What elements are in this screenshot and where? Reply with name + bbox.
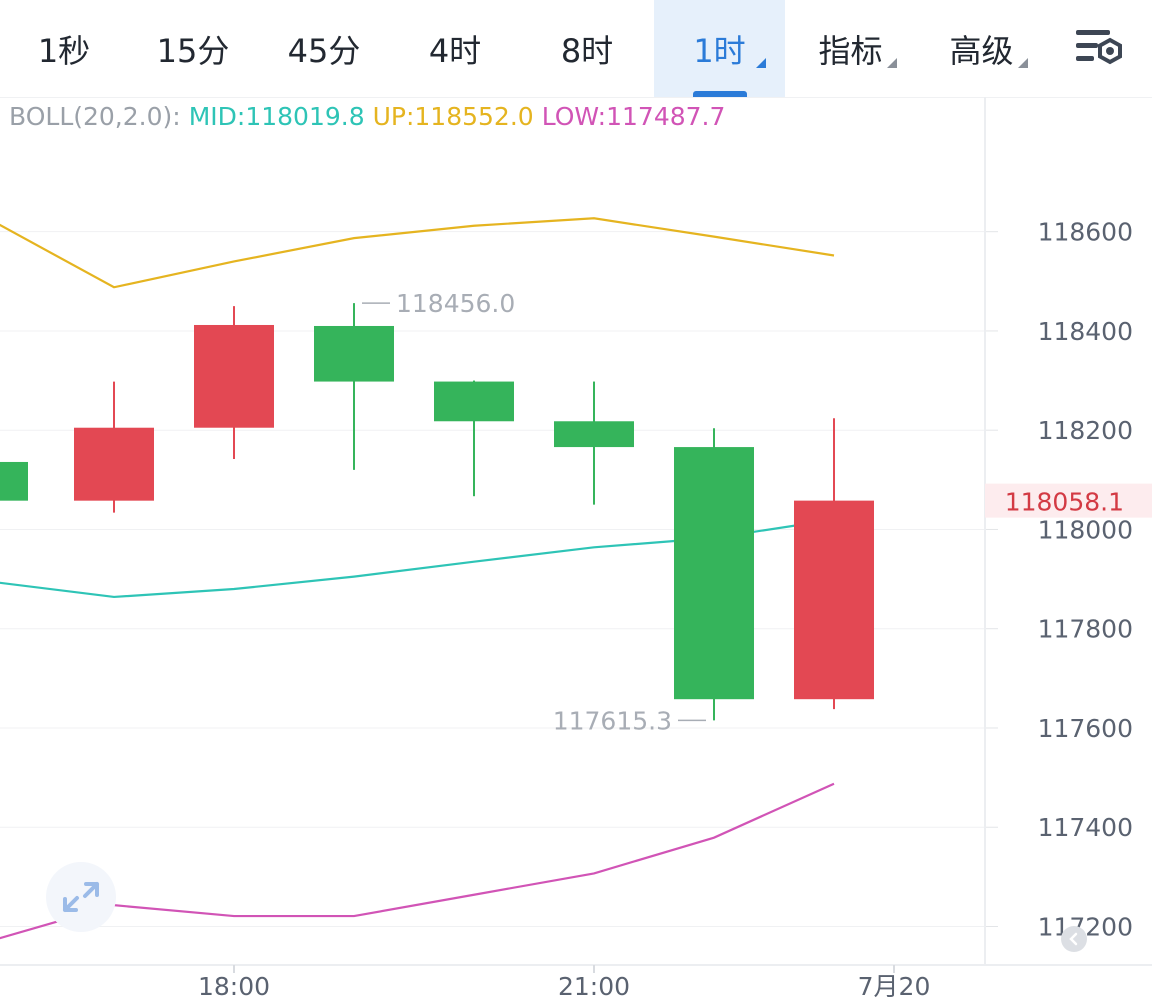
y-tick-label: 117800: [1038, 615, 1133, 644]
last-price-tag: [985, 483, 1152, 518]
tab-label: 指标: [818, 31, 883, 70]
expand-chart-button[interactable]: [46, 862, 116, 932]
high-price-label: 118456.0: [396, 289, 515, 318]
candle: [674, 428, 754, 721]
candle: [794, 418, 874, 710]
candle: [314, 303, 394, 470]
boll-mid: MID:118019.8: [188, 102, 365, 131]
last-price-label: 118058.1: [1005, 488, 1124, 517]
candle-body: [0, 461, 28, 501]
candle-body: [674, 447, 754, 700]
y-tick-label: 117400: [1038, 813, 1133, 842]
y-tick-label: 118200: [1038, 416, 1133, 445]
tab-label: 4时: [428, 31, 482, 70]
tab-label: 15分: [156, 31, 230, 70]
candle: [194, 306, 274, 459]
tab-6[interactable]: 指标: [785, 0, 916, 97]
candle-body: [194, 324, 274, 428]
tab-label: 1秒: [37, 31, 91, 70]
candle-body: [314, 325, 394, 382]
tab-label: 1时: [693, 31, 746, 70]
tab-5[interactable]: 1时: [654, 0, 785, 97]
low-price-label: 117615.3: [553, 706, 672, 735]
tab-7[interactable]: 高级: [916, 0, 1047, 97]
dropdown-caret-icon: [1017, 58, 1028, 68]
boll-lower-line: [0, 782, 835, 940]
candle: [554, 381, 634, 505]
chart-settings-icon[interactable]: [1070, 24, 1128, 72]
x-tick-label: 21:00: [558, 972, 630, 1001]
boll-up: UP:118552.0: [372, 102, 534, 131]
tab-4[interactable]: 8时: [520, 0, 654, 97]
expand-icon: [63, 882, 99, 912]
boll-name: BOLL(20,2.0):: [9, 102, 181, 131]
candle-body: [554, 421, 634, 448]
x-tick-label: 7月20: [858, 972, 931, 1001]
scroll-back-button[interactable]: [1061, 926, 1087, 952]
y-tick-label: 117600: [1038, 714, 1133, 743]
boll-legend: BOLL(20,2.0): MID:118019.8 UP:118552.0 LOW:…: [9, 102, 733, 131]
boll-low: LOW:117487.7: [541, 102, 726, 131]
candle-body: [434, 381, 514, 422]
candle: [0, 461, 28, 501]
dropdown-caret-icon: [886, 58, 897, 68]
timeframe-tabbar: 1秒 15分 45分 4时 8时 1时 指标 高级: [0, 0, 1152, 98]
tab-label: 8时: [560, 31, 614, 70]
tab-label: 45分: [287, 31, 361, 70]
y-tick-label: 118400: [1038, 317, 1133, 346]
dropdown-caret-icon: [755, 58, 766, 68]
y-tick-label: 118600: [1038, 218, 1133, 247]
y-tick-label: 118000: [1038, 515, 1133, 544]
boll-upper-line: [0, 217, 835, 289]
tab-0[interactable]: 1秒: [0, 0, 128, 97]
active-tab-indicator: [692, 91, 747, 97]
candle-body: [794, 500, 874, 700]
x-tick-label: 18:00: [198, 972, 270, 1001]
tab-1[interactable]: 15分: [128, 0, 258, 97]
tab-label: 高级: [949, 31, 1014, 70]
candle-body: [74, 427, 154, 501]
candle: [434, 380, 514, 497]
candle: [74, 381, 154, 513]
tab-2[interactable]: 45分: [258, 0, 390, 97]
chevron-left-icon: [1069, 932, 1078, 946]
candlestick-chart[interactable]: 118600 118400 118200 118000 117800 117600 1174…: [0, 97, 1152, 1003]
tab-3[interactable]: 4时: [390, 0, 520, 97]
